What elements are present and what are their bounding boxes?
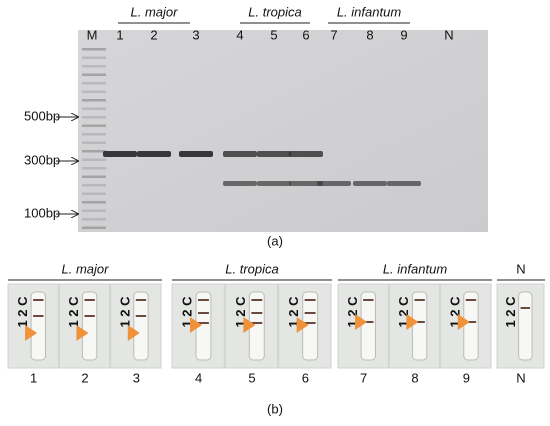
ladder-band xyxy=(82,226,106,229)
group-label: L. infantum xyxy=(383,261,447,276)
group-label: L. major xyxy=(62,261,110,276)
ladder-band xyxy=(82,158,106,161)
lane-label: 5 xyxy=(270,27,277,42)
orange-arrow xyxy=(355,314,368,330)
gel xyxy=(78,30,488,232)
group-label: N xyxy=(516,261,525,276)
strip-label: 4 xyxy=(195,370,202,385)
strip-label: 9 xyxy=(463,370,470,385)
ladder-band xyxy=(82,99,106,102)
lane-label: 7 xyxy=(330,27,337,42)
orange-arrow xyxy=(25,325,38,341)
species-label: L. major xyxy=(131,4,179,19)
ladder-band xyxy=(82,90,106,93)
group-label: L. tropica xyxy=(225,261,278,276)
lane-label: 4 xyxy=(236,27,243,42)
ladder-band xyxy=(82,150,106,153)
marker-label: 500bp xyxy=(24,108,60,123)
caption-b: (b) xyxy=(267,401,283,416)
ladder-band xyxy=(82,184,106,187)
band-upper xyxy=(289,151,323,157)
ladder-band xyxy=(82,201,106,204)
lane-label: 2 xyxy=(150,27,157,42)
band-upper xyxy=(179,151,213,157)
band-upper xyxy=(223,151,257,157)
lane-label: M xyxy=(87,27,98,42)
band-lower xyxy=(289,181,323,186)
strip-label: 8 xyxy=(411,370,418,385)
lane-label: 9 xyxy=(400,27,407,42)
ladder-band xyxy=(82,167,106,170)
ladder-band xyxy=(82,192,106,195)
strip-window xyxy=(360,291,376,361)
orange-arrow xyxy=(243,317,256,333)
strip-window xyxy=(133,291,149,361)
ladder-band xyxy=(82,124,106,127)
orange-arrow xyxy=(127,325,140,341)
species-label: L. tropica xyxy=(248,4,301,19)
strip-label: 6 xyxy=(302,370,309,385)
marker-label: 300bp xyxy=(24,152,60,167)
orange-arrow xyxy=(457,314,470,330)
strip-label: 3 xyxy=(133,370,140,385)
strip-window xyxy=(30,291,46,361)
lane-label: N xyxy=(444,27,453,42)
ladder-band xyxy=(82,73,106,76)
strip-text: 1 2 C xyxy=(15,296,30,328)
caption-a: (a) xyxy=(267,233,283,248)
band-upper xyxy=(103,151,137,157)
band-lower xyxy=(353,181,387,186)
band-lower xyxy=(317,181,351,186)
ladder-band xyxy=(82,65,106,68)
orange-arrow xyxy=(296,317,309,333)
strip-text: 1 2 C xyxy=(66,296,81,328)
marker-label: 100bp xyxy=(24,205,60,220)
strip-label: 7 xyxy=(360,370,367,385)
ladder-band xyxy=(82,209,106,212)
strip-text: 1 2 C xyxy=(503,296,518,328)
band-upper xyxy=(257,151,291,157)
orange-arrow xyxy=(190,317,202,333)
orange-arrow xyxy=(406,314,419,330)
ladder-band xyxy=(82,56,106,59)
strip-window xyxy=(463,291,479,361)
band-upper xyxy=(137,151,171,157)
band-lower xyxy=(387,181,421,186)
lane-label: 1 xyxy=(116,27,123,42)
ladder-band xyxy=(82,48,106,51)
species-label: L. infantum xyxy=(337,4,401,19)
strip-label: 2 xyxy=(81,370,88,385)
ladder-band xyxy=(82,175,106,178)
band-lower xyxy=(257,181,291,186)
lane-label: 3 xyxy=(192,27,199,42)
strip-window xyxy=(411,291,428,361)
ladder-band xyxy=(82,218,106,221)
ladder-band xyxy=(82,141,106,144)
lane-label: 8 xyxy=(366,27,373,42)
strip-text: 1 2 C xyxy=(118,296,133,328)
ladder-band xyxy=(82,107,106,110)
strip-label: 1 xyxy=(30,370,37,385)
strip-window xyxy=(518,291,533,361)
ladder-band xyxy=(82,133,106,136)
band-lower xyxy=(223,181,257,186)
ladder-band xyxy=(82,116,106,119)
lane-label: 6 xyxy=(302,27,309,42)
strip-window xyxy=(81,291,98,361)
ladder-band xyxy=(82,82,106,85)
strip-label: 5 xyxy=(248,370,255,385)
orange-arrow xyxy=(76,325,89,341)
strip-label: N xyxy=(516,370,525,385)
